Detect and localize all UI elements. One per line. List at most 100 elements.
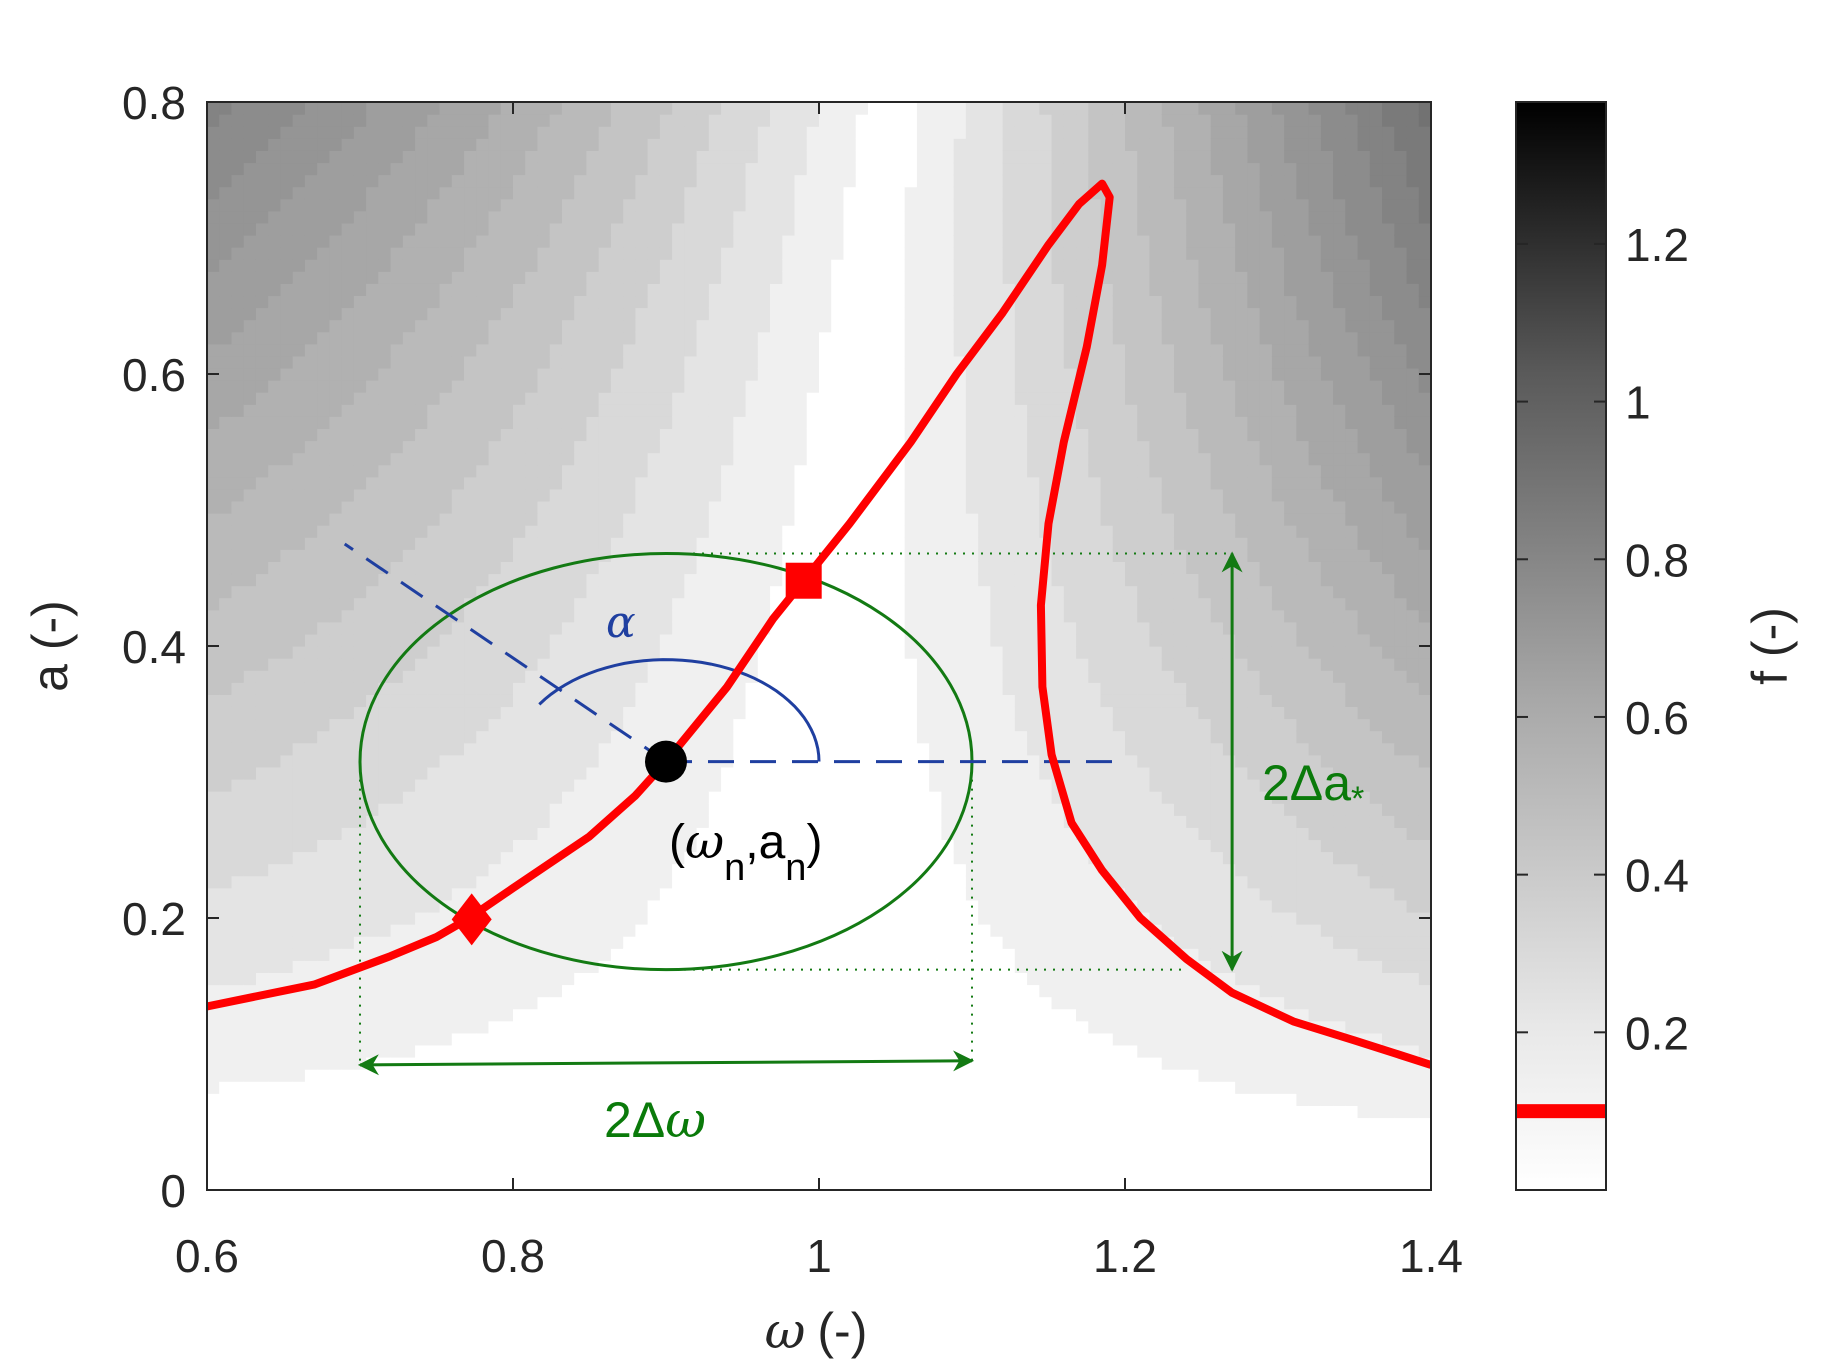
contour-cell	[353, 839, 367, 853]
contour-cell	[341, 126, 355, 139]
contour-cell	[782, 162, 796, 176]
contour-cell	[329, 380, 343, 393]
contour-cell	[806, 476, 820, 490]
contour-cell	[341, 440, 355, 454]
contour-cell	[402, 573, 416, 587]
contour-cell	[292, 525, 306, 538]
contour-cell	[243, 815, 257, 828]
contour-cell	[574, 911, 588, 925]
contour-cell	[378, 984, 392, 998]
contour-cell	[292, 1105, 306, 1119]
contour-cell	[439, 150, 453, 164]
contour-cell	[329, 440, 343, 454]
contour-cell	[366, 162, 379, 176]
contour-cell	[659, 416, 673, 429]
contour-cell	[843, 222, 857, 236]
contour-cell	[708, 283, 722, 297]
contour-cell	[219, 839, 233, 853]
contour-cell	[219, 778, 233, 792]
contour-cell	[415, 476, 428, 490]
contour-cell	[745, 1008, 759, 1022]
contour-cell	[488, 766, 502, 780]
contour-cell	[635, 984, 649, 998]
contour-cell	[402, 174, 416, 188]
contour-cell	[770, 1032, 783, 1046]
contour-cell	[721, 114, 734, 127]
contour-cell	[586, 1008, 600, 1022]
contour-cell	[831, 150, 845, 164]
contour-cell	[549, 960, 563, 973]
contour-cell	[806, 283, 820, 297]
contour-cell	[464, 815, 477, 828]
contour-cell	[806, 827, 820, 841]
contour-cell	[659, 114, 673, 127]
contour-cell	[855, 658, 869, 671]
contour-cell	[329, 331, 343, 345]
contour-cell	[207, 537, 220, 550]
contour-cell	[610, 476, 624, 490]
contour-cell	[207, 899, 220, 913]
contour-cell	[280, 742, 294, 756]
contour-cell	[659, 573, 673, 587]
contour-cell	[561, 1153, 575, 1167]
contour-cell	[427, 416, 441, 429]
contour-cell	[659, 1105, 673, 1119]
contour-cell	[880, 911, 894, 925]
contour-cell	[353, 1177, 367, 1190]
contour-cell	[684, 271, 698, 284]
contour-cell	[647, 500, 661, 514]
contour-cell	[280, 609, 294, 623]
contour-cell	[867, 924, 881, 937]
contour-cell	[610, 367, 624, 381]
contour-cell	[390, 500, 404, 514]
contour-cell	[757, 899, 771, 913]
contour-cell	[280, 766, 294, 780]
contour-cell	[268, 307, 282, 321]
contour-cell	[341, 803, 355, 816]
contour-cell	[733, 984, 747, 998]
contour-cell	[721, 803, 734, 816]
contour-cell	[733, 416, 747, 429]
contour-cell	[390, 694, 404, 708]
contour-cell	[708, 766, 722, 780]
contour-cell	[427, 911, 441, 925]
contour-cell	[757, 537, 771, 550]
contour-cell	[488, 464, 502, 478]
contour-cell	[733, 1141, 747, 1155]
contour-cell	[794, 1141, 808, 1155]
contour-cell	[451, 658, 465, 671]
contour-cell	[525, 646, 539, 659]
contour-cell	[647, 102, 661, 115]
contour-cell	[292, 222, 306, 236]
contour-cell	[819, 597, 832, 611]
contour-cell	[439, 936, 453, 949]
contour-cell	[561, 464, 575, 478]
contour-cell	[378, 1093, 392, 1106]
contour-cell	[806, 537, 820, 550]
contour-cell	[855, 549, 869, 562]
contour-cell	[574, 355, 588, 369]
contour-cell	[610, 210, 624, 224]
contour-cell	[231, 222, 245, 236]
contour-cell	[366, 488, 379, 502]
contour-cell	[721, 525, 734, 538]
contour-cell	[647, 887, 661, 901]
contour-cell	[513, 355, 526, 369]
contour-cell	[770, 730, 783, 744]
contour-cell	[623, 186, 636, 200]
contour-cell	[476, 428, 490, 442]
contour-cell	[231, 416, 245, 429]
contour-cell	[280, 585, 294, 599]
contour-cell	[561, 1177, 575, 1190]
contour-cell	[513, 1141, 526, 1155]
contour-cell	[647, 646, 661, 659]
contour-cell	[843, 343, 857, 357]
contour-cell	[537, 1008, 551, 1022]
contour-cell	[476, 271, 490, 284]
contour-cell	[317, 525, 330, 538]
contour-cell	[219, 972, 233, 986]
contour-cell	[341, 718, 355, 732]
contour-cell	[721, 392, 734, 405]
contour-cell	[843, 742, 857, 756]
contour-cell	[415, 525, 428, 538]
